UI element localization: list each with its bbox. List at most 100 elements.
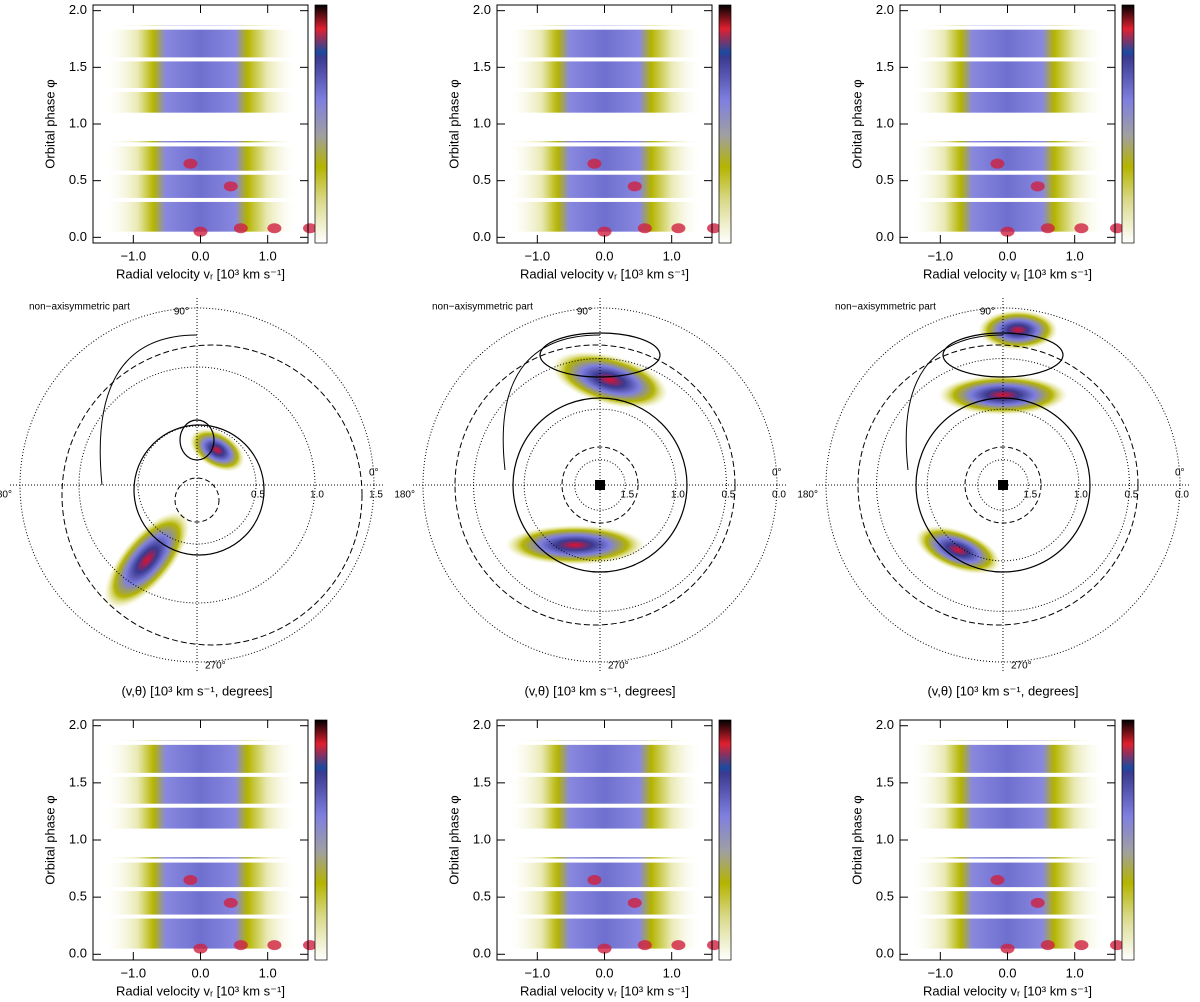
spectrum-image [910, 857, 1105, 949]
roche-lobe [539, 332, 661, 378]
spectrum-image [507, 141, 702, 232]
phase-gap [497, 740, 712, 745]
radial-tick-label: 0.5 [251, 490, 265, 501]
emission-blob [978, 310, 1058, 350]
y-tick-label: 2.0 [876, 717, 894, 732]
phase-gap [93, 740, 308, 745]
angle-label: 90° [577, 307, 592, 318]
emission-spot [1030, 181, 1045, 192]
x-axis-label: (v,θ) [10³ km s⁻¹, degrees] [121, 683, 272, 698]
y-tick-label: 2.0 [69, 2, 87, 17]
x-tick-label: 0.0 [998, 248, 1016, 263]
emission-spot [193, 943, 208, 954]
emission-spot [707, 940, 722, 951]
y-tick-label: 1.5 [69, 59, 87, 74]
emission-spot [707, 223, 722, 234]
radial-circle [926, 408, 1080, 562]
y-tick-label: 1.5 [876, 59, 894, 74]
phase-gap [497, 772, 712, 777]
phase-gap [93, 772, 308, 777]
colorbar [718, 719, 732, 961]
radial-tick-label: 1.0 [671, 490, 685, 501]
y-axis-label: Orbital phase φ [446, 79, 461, 168]
angle-label: 90° [980, 307, 995, 318]
spectrum-image [507, 857, 702, 949]
emission-spot [1030, 897, 1045, 908]
emission-blob [103, 511, 191, 609]
emission-spot [1074, 223, 1089, 234]
primary-marker [595, 480, 605, 490]
y-tick-label: 0.5 [69, 889, 87, 904]
angle-label: 180° [0, 490, 12, 501]
colorbar [314, 719, 328, 961]
x-axis-label: Radial velocity vᵣ [10³ km s⁻¹] [520, 266, 689, 281]
emission-spot [267, 223, 282, 234]
colorbar [1121, 4, 1135, 244]
x-tick-label: 0.0 [191, 965, 209, 980]
x-axis-label: Radial velocity vᵣ [10³ km s⁻¹] [116, 983, 285, 998]
radial-circle [78, 366, 316, 604]
y-tick-label: 0.0 [69, 946, 87, 961]
spectrum-image [103, 740, 298, 829]
angle-label: 0° [1175, 468, 1185, 479]
colorbar [1121, 719, 1135, 961]
radial-tick-label: 0.5 [1124, 490, 1138, 501]
emission-spot [1074, 940, 1089, 951]
radial-tick-label: 0.0 [772, 490, 786, 501]
y-tick-label: 0.0 [473, 229, 491, 244]
spectrum-image [103, 857, 298, 949]
emission-blob [551, 351, 669, 409]
model-circle [454, 344, 736, 626]
phase-gap [497, 142, 712, 147]
y-axis-label: Orbital phase φ [42, 79, 57, 168]
model-circle [174, 477, 220, 523]
radial-tick-label: 0.0 [1175, 490, 1189, 501]
y-axis-label: Orbital phase φ [42, 795, 57, 884]
x-tick-label: 0.0 [191, 248, 209, 263]
x-tick-label: 1.0 [259, 965, 277, 980]
phase-gap [900, 887, 1115, 892]
radial-circle [977, 459, 1029, 511]
spectrum-image [103, 141, 298, 232]
phase-gap [497, 914, 712, 919]
radial-tick-label: 1.0 [1074, 490, 1088, 501]
y-tick-label: 1.5 [876, 774, 894, 789]
radial-tick-label: 1.5 [369, 490, 383, 501]
y-tick-label: 2.0 [473, 717, 491, 732]
spectrum-image [910, 141, 1105, 232]
phase-gap [900, 197, 1115, 202]
x-tick-label: 1.0 [1066, 248, 1084, 263]
emission-spot [627, 897, 642, 908]
model-circle [964, 446, 1042, 524]
radial-circle [422, 307, 778, 663]
y-tick-label: 0.0 [876, 946, 894, 961]
x-axis-label: Radial velocity vᵣ [10³ km s⁻¹] [116, 266, 285, 281]
x-tick-label: −1.0 [120, 248, 146, 263]
spectrum-image [910, 740, 1105, 829]
emission-spot [587, 875, 602, 885]
phase-gap [900, 88, 1115, 92]
emission-spot [627, 181, 642, 192]
angle-label: 0° [772, 468, 782, 479]
phase-gap [900, 25, 1115, 30]
y-tick-label: 1.0 [69, 831, 87, 846]
y-axis-label: Orbital phase φ [446, 795, 461, 884]
angle-label: 270° [205, 661, 226, 672]
spectrum-image [103, 25, 298, 113]
y-tick-label: 0.5 [473, 172, 491, 187]
roche-lobe [942, 332, 1064, 378]
y-tick-label: 2.0 [473, 2, 491, 17]
x-tick-label: −1.0 [120, 965, 146, 980]
y-tick-label: 1.0 [473, 115, 491, 130]
colorbar [718, 4, 732, 244]
angle-label: 180° [797, 490, 818, 501]
emission-spot [990, 158, 1005, 169]
model-circle [561, 446, 639, 524]
orbit-circle [915, 397, 1091, 573]
radial-tick-label: 1.5 [1023, 490, 1037, 501]
y-tick-label: 0.5 [876, 889, 894, 904]
phase-gap [497, 803, 712, 808]
phase-gap [93, 170, 308, 175]
spectrum-image [910, 25, 1105, 113]
